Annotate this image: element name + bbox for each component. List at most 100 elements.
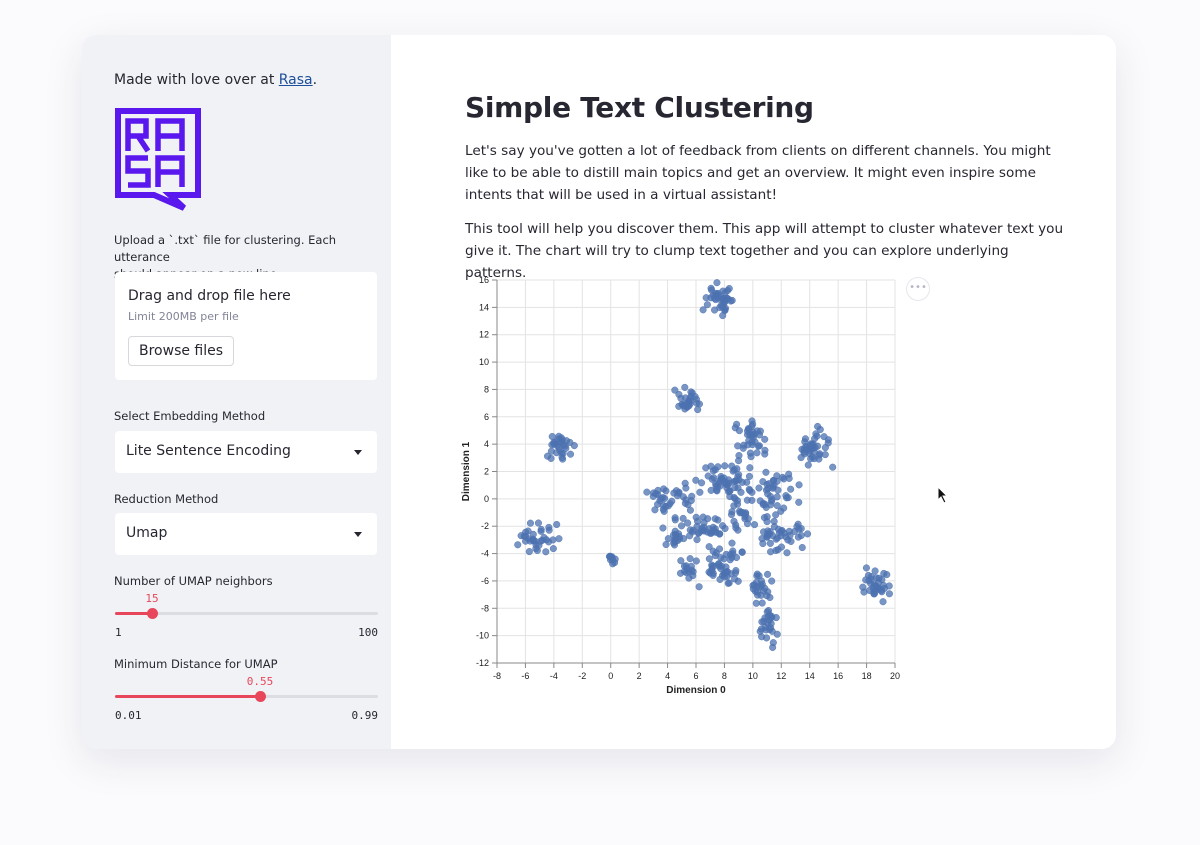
scatter-point: [815, 455, 823, 463]
neighbors-slider[interactable]: 15 1 100: [115, 588, 378, 639]
scatter-point: [813, 432, 821, 440]
scatter-point: [737, 508, 745, 516]
scatter-point: [780, 504, 788, 512]
scatter-point: [697, 479, 706, 487]
scatter-point: [731, 575, 739, 583]
scatter-point: [549, 536, 557, 544]
slider-track[interactable]: [115, 612, 378, 615]
scatter-point: [711, 525, 719, 533]
y-tick-label: 0: [484, 494, 489, 504]
mindist-slider[interactable]: 0.55 0.01 0.99: [115, 671, 379, 722]
scatter-point: [687, 562, 695, 570]
scatter-point: [798, 543, 806, 552]
scatter-point: [656, 497, 664, 505]
scatter-point: [801, 435, 810, 443]
scatter-point: [553, 520, 561, 529]
y-tick-label: -2: [481, 521, 489, 531]
scatter-point: [737, 488, 745, 496]
x-axis-label: Dimension 0: [666, 685, 726, 696]
x-tick-label: 10: [748, 671, 758, 681]
scatter-point: [735, 471, 743, 479]
scatter-point: [872, 587, 880, 595]
slider-fill: [115, 695, 260, 698]
scatter-point: [759, 478, 767, 486]
scatter-point: [794, 520, 802, 528]
scatter-point: [759, 501, 767, 509]
scatter-point: [732, 477, 740, 485]
y-tick-label: 14: [479, 302, 489, 312]
browse-files-button[interactable]: Browse files: [128, 336, 235, 366]
scatter-point: [732, 524, 740, 532]
y-tick-label: -6: [481, 576, 489, 586]
scatter-point: [532, 541, 540, 549]
scatter-chart[interactable]: -8 -6 -4 -2 0 2 4 6 8 10 12 14 16 18 20 -12 -10 -8 -6 -4 -2 0…: [461, 275, 941, 697]
scatter-point: [711, 515, 719, 523]
scatter-point: [753, 449, 761, 457]
scatter-point: [772, 511, 780, 519]
mindist-label: Minimum Distance for UMAP: [114, 657, 278, 671]
slider-max: 100: [358, 626, 378, 639]
slider-thumb[interactable]: [255, 691, 266, 702]
scatter-point: [731, 483, 739, 492]
dropzone-title: Drag and drop file here: [128, 288, 291, 304]
scatter-point: [689, 526, 697, 534]
scatter-point: [783, 494, 791, 502]
x-tick-label: -6: [521, 671, 529, 681]
scatter-point: [814, 422, 822, 431]
scatter-point: [769, 483, 777, 491]
scatter-point: [803, 530, 812, 538]
scatter-point: [748, 431, 757, 439]
scatter-point: [821, 451, 829, 459]
scatter-point: [777, 543, 786, 551]
scatter-point: [769, 531, 777, 540]
scatter-point: [779, 473, 787, 481]
reduction-select[interactable]: Umap: [115, 513, 377, 555]
scatter-point: [867, 580, 875, 588]
x-tick-label: 12: [776, 671, 786, 681]
slider-max: 0.99: [351, 709, 379, 722]
y-tick-label: 2: [484, 467, 489, 477]
scatter-point: [875, 574, 883, 582]
scatter-point: [860, 588, 868, 596]
scatter-point: [651, 506, 659, 514]
x-tick-label: 16: [833, 671, 843, 681]
file-dropzone[interactable]: Drag and drop file here Limit 200MB per …: [115, 272, 377, 380]
scatter-point: [549, 545, 557, 553]
scatter-point: [756, 427, 764, 435]
scatter-point: [862, 564, 870, 572]
scatter-point: [671, 386, 679, 394]
scatter-point: [760, 617, 768, 626]
scatter-point: [702, 464, 710, 472]
scatter-point: [769, 643, 777, 651]
y-axis-label: Dimension 1: [461, 441, 472, 501]
scatter-point: [786, 531, 794, 539]
scatter-point: [693, 536, 701, 544]
y-tick-label: 6: [484, 412, 489, 422]
scatter-point: [677, 522, 686, 530]
scatter-point: [743, 478, 751, 486]
scatter-point: [709, 547, 717, 555]
scatter-point: [688, 389, 696, 397]
scatter-point: [867, 572, 875, 581]
scatter-point: [679, 514, 687, 523]
scatter-point: [871, 567, 879, 575]
y-tick-label: 4: [484, 439, 489, 449]
reduction-select-value: Umap: [126, 525, 168, 541]
y-tick-label: 12: [479, 330, 489, 340]
rasa-link[interactable]: Rasa: [278, 72, 313, 88]
scatter-point: [730, 517, 738, 525]
scatter-point: [526, 519, 535, 527]
scatter-point: [570, 442, 578, 450]
scatter-point: [705, 568, 713, 576]
y-tick-label: -8: [481, 603, 489, 613]
slider-thumb[interactable]: [147, 608, 158, 619]
scatter-point: [723, 568, 731, 576]
scatter-point: [677, 394, 685, 402]
more-horizontal-icon[interactable]: •••: [906, 277, 930, 301]
scatter-point: [748, 496, 756, 504]
scatter-point: [795, 498, 803, 506]
embedding-select[interactable]: Lite Sentence Encoding: [115, 431, 377, 473]
scatter-point: [707, 284, 715, 292]
scatter-point: [749, 585, 757, 593]
embedding-select-value: Lite Sentence Encoding: [126, 443, 291, 459]
